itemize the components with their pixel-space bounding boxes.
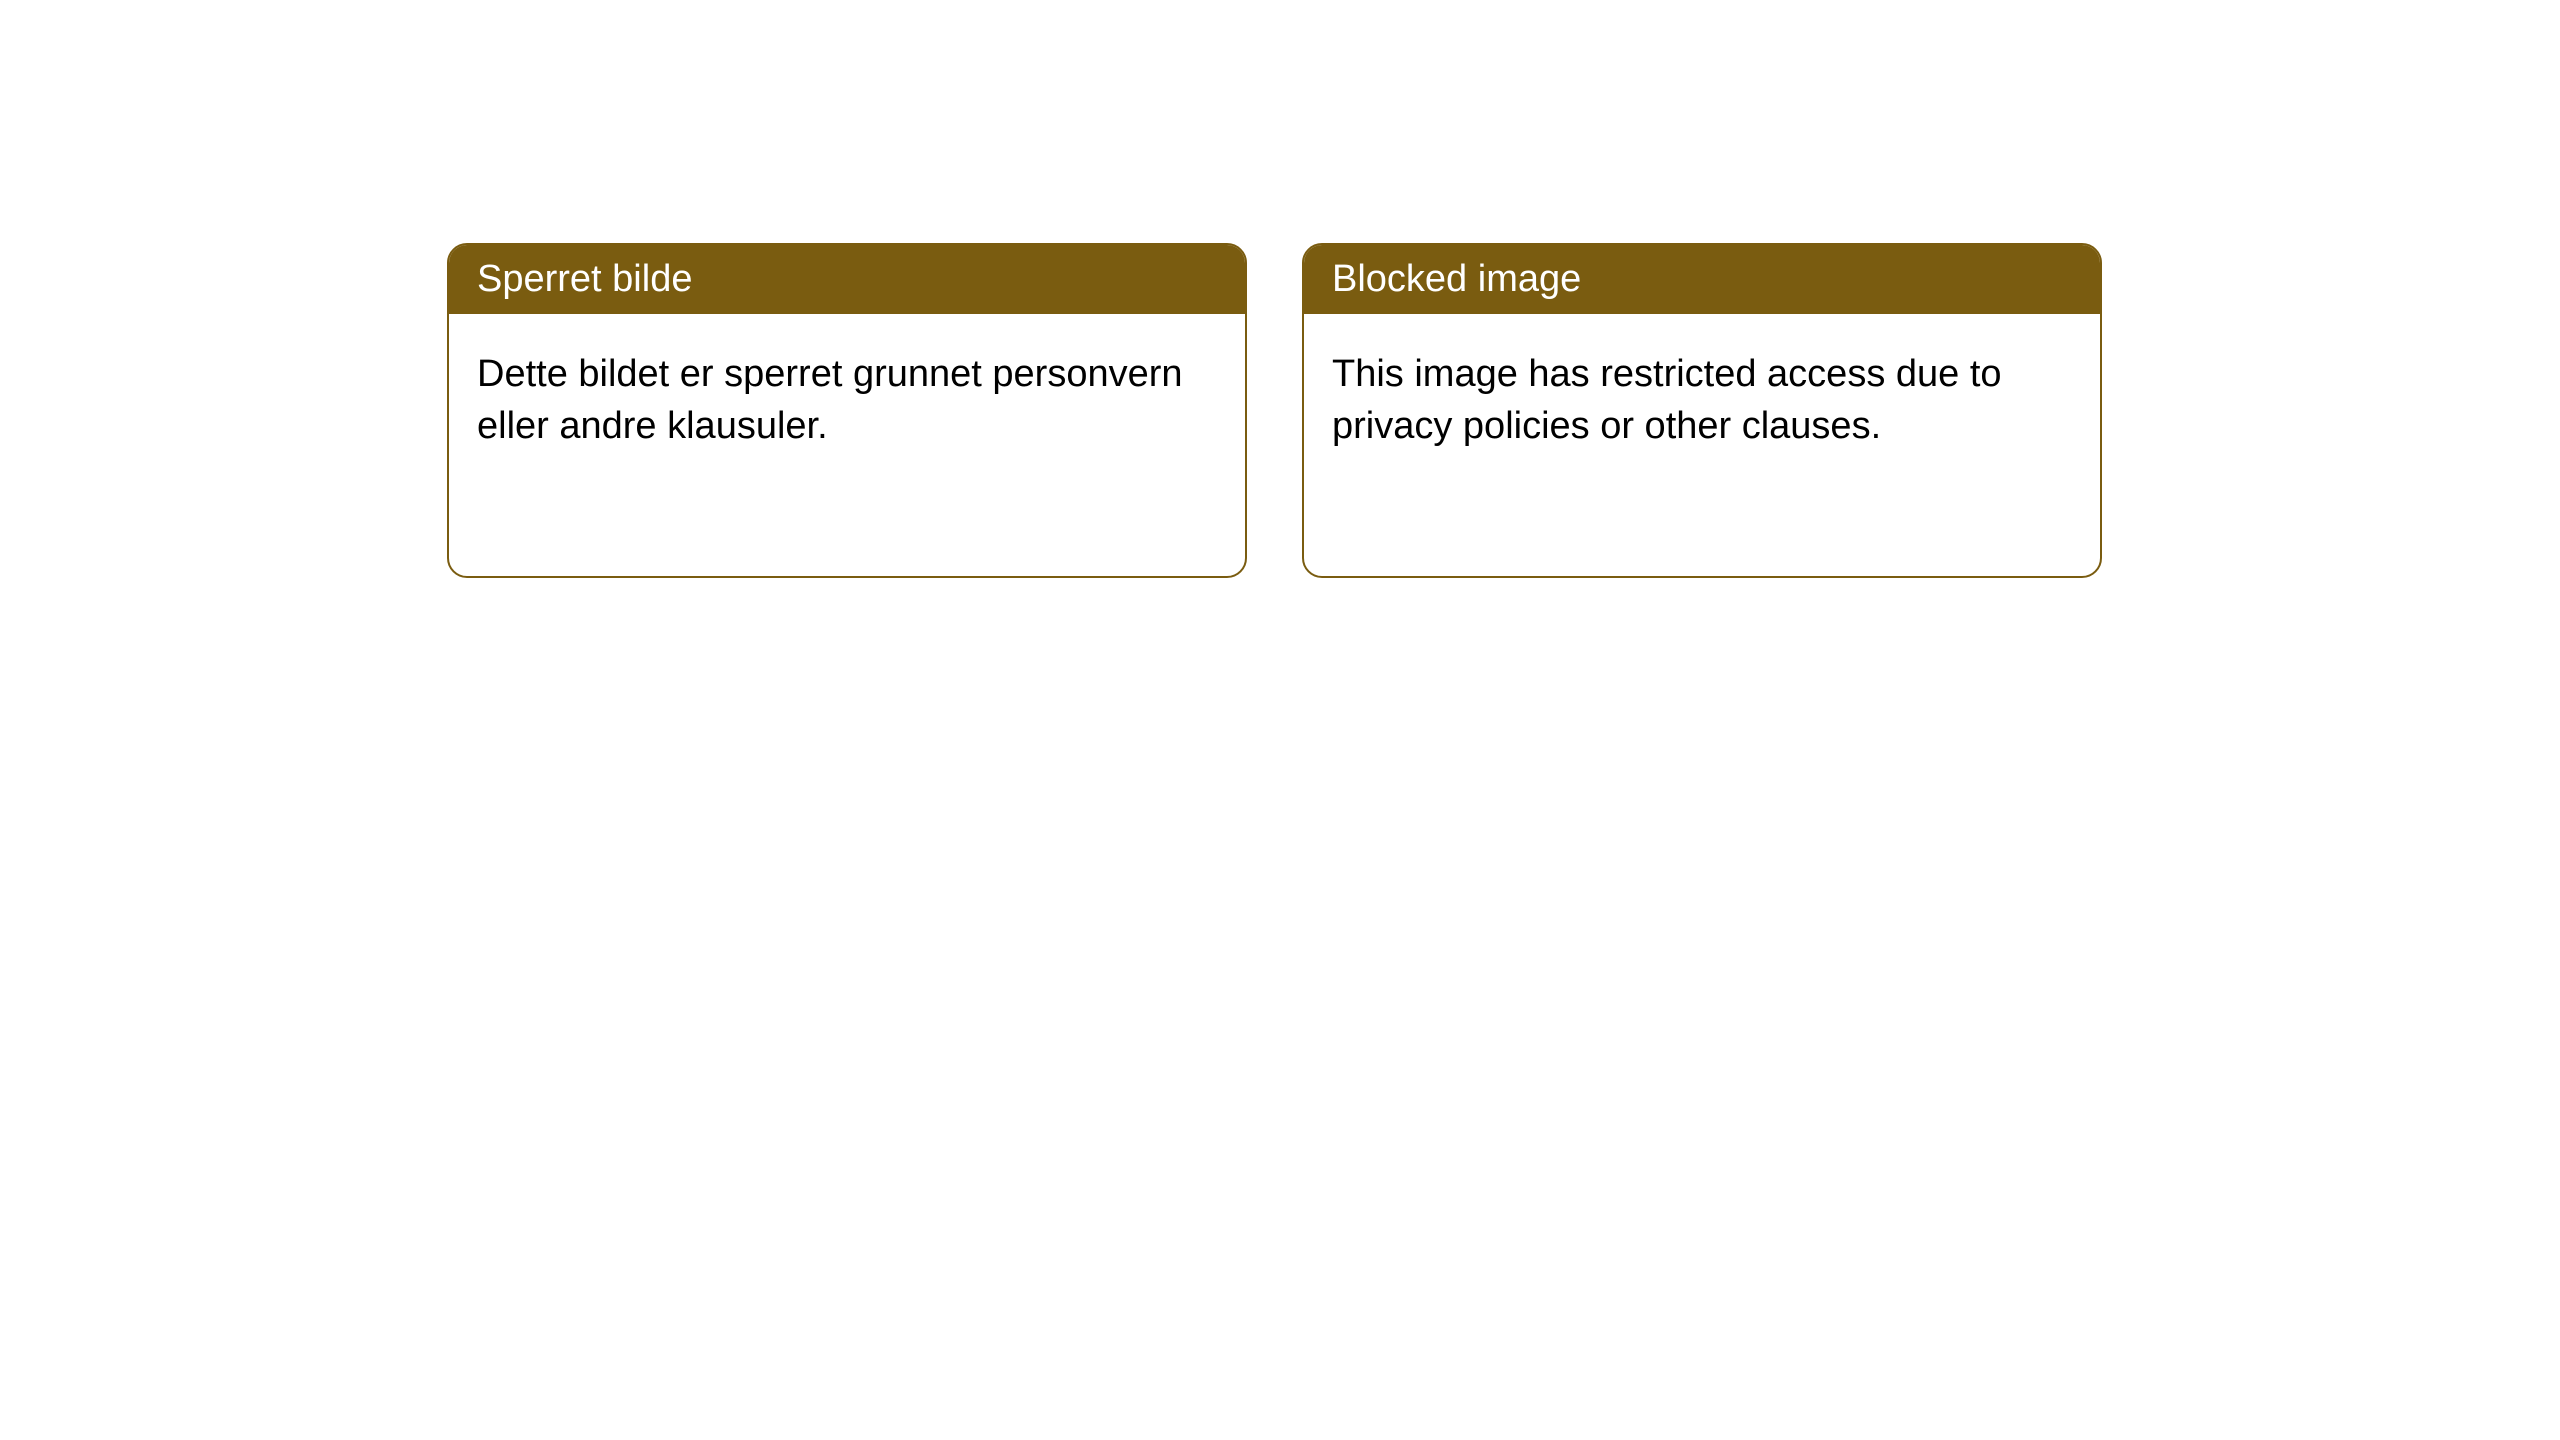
notice-card-en: Blocked image This image has restricted … (1302, 243, 2102, 578)
notice-header-no: Sperret bilde (449, 245, 1245, 314)
notice-header-en: Blocked image (1304, 245, 2100, 314)
notice-body-en: This image has restricted access due to … (1304, 314, 2100, 487)
notice-card-no: Sperret bilde Dette bildet er sperret gr… (447, 243, 1247, 578)
notice-body-no: Dette bildet er sperret grunnet personve… (449, 314, 1245, 487)
notice-container: Sperret bilde Dette bildet er sperret gr… (0, 0, 2560, 578)
